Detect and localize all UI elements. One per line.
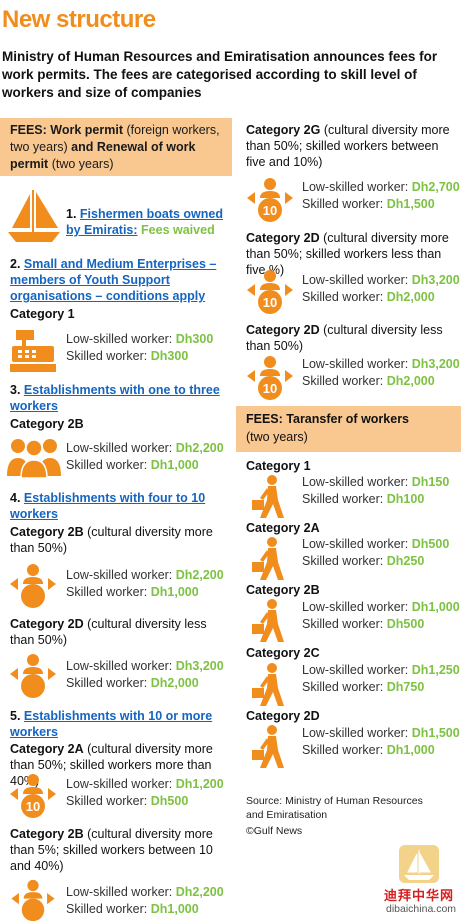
- fees-waived: Fees waived: [141, 223, 215, 237]
- section-3-link[interactable]: Establishments with one to three workers: [10, 383, 220, 413]
- transfer-fees-sub: (two years): [246, 430, 308, 444]
- section-2: 2. Small and Medium Enterprises – member…: [10, 257, 217, 303]
- watermark-url: dibaichina.com: [386, 903, 457, 915]
- fees-box: [0, 118, 232, 176]
- category-label: Category 2A: [246, 521, 320, 535]
- fee-low: Low-skilled worker: Dh1,200: [66, 777, 224, 791]
- fee-skilled: Skilled worker: Dh750: [302, 680, 425, 694]
- fee-skilled: Skilled worker: Dh1,500: [302, 197, 435, 211]
- section-4-link[interactable]: Establishments with four to 10 workers: [10, 491, 206, 521]
- category-label: Category 2D: [246, 709, 320, 723]
- fee-low: Low-skilled worker: Dh3,200: [302, 357, 460, 371]
- category-label: Category 2B: [246, 583, 320, 597]
- people-ten-icon: 10: [247, 270, 293, 314]
- sailboat-icon: [8, 190, 60, 242]
- fee-low: Low-skilled worker: Dh1,250: [302, 663, 460, 677]
- page-title: New structure: [2, 6, 156, 33]
- walking-worker-icon: [252, 537, 284, 580]
- section-1: 1. Fishermen boats owned by Emiratis: Fe…: [66, 207, 224, 237]
- fee-skilled: Skilled worker: Dh1,000: [302, 743, 435, 757]
- people-ten-icon: 10: [10, 774, 56, 818]
- section-2-link[interactable]: Small and Medium Enterprises – members o…: [10, 257, 217, 303]
- svg-text:10: 10: [263, 381, 277, 396]
- section-5-link[interactable]: Establishments with 10 or more workers: [10, 709, 213, 739]
- section-3: 3. Establishments with one to three work…: [10, 383, 220, 413]
- category-label: Category 1: [246, 459, 311, 473]
- fee-skilled: Skilled worker: Dh300: [66, 349, 189, 363]
- walking-worker-icon: [252, 599, 284, 642]
- transfer-fees-box: [236, 406, 461, 452]
- svg-text:10: 10: [263, 295, 277, 310]
- svg-text:10: 10: [263, 203, 277, 218]
- watermark-cn: 迪拜中华网: [384, 888, 455, 903]
- fee-skilled: Skilled worker: Dh100: [302, 492, 425, 506]
- source-note: Source: Ministry of Human Resources and …: [246, 795, 423, 821]
- people-ten-icon: [11, 879, 55, 922]
- fee-low: Low-skilled worker: Dh500: [302, 537, 450, 551]
- transfer-fees-title: FEES: Taransfer of workers: [246, 412, 410, 426]
- cash-register-icon: [10, 330, 56, 372]
- fee-low: Low-skilled worker: Dh3,200: [66, 659, 224, 673]
- fee-low: Low-skilled worker: Dh1,000: [302, 600, 460, 614]
- fee-low: Low-skilled worker: Dh2,200: [66, 568, 224, 582]
- fee-skilled: Skilled worker: Dh1,000: [66, 458, 199, 472]
- credit: ©Gulf News: [246, 825, 303, 837]
- walking-worker-icon: [252, 663, 284, 706]
- category-desc: Category 2B (cultural diversity more tha…: [10, 525, 213, 555]
- people-ten-icon: 10: [247, 178, 293, 222]
- section-4: 4. Establishments with four to 10 worker…: [10, 491, 206, 521]
- fee-low: Low-skilled worker: Dh2,200: [66, 441, 224, 455]
- category-desc: Category 2D (cultural diversity less tha…: [246, 323, 443, 353]
- category-label: Category 2B: [10, 417, 84, 431]
- fee-skilled: Skilled worker: Dh2,000: [302, 374, 435, 388]
- walking-worker-icon: [252, 475, 284, 518]
- people-group-icon: [7, 439, 61, 479]
- subtitle: Ministry of Human Resources and Emiratis…: [2, 49, 438, 100]
- fee-skilled: Skilled worker: Dh1,000: [66, 902, 199, 916]
- fee-skilled: Skilled worker: Dh1,000: [66, 585, 199, 599]
- category-label: Category 1: [10, 307, 75, 321]
- walking-worker-icon: [252, 725, 284, 768]
- fee-skilled: Skilled worker: Dh500: [302, 617, 425, 631]
- category-desc: Category 2G (cultural diversity more tha…: [246, 123, 450, 169]
- people-ten-icon: [10, 654, 56, 698]
- category-desc: Category 2B (cultural diversity more tha…: [10, 827, 213, 873]
- category-desc: Category 2D (cultural diversity less tha…: [10, 617, 207, 647]
- fee-skilled: Skilled worker: Dh250: [302, 554, 425, 568]
- fee-low: Low-skilled worker: Dh1,500: [302, 726, 460, 740]
- fee-low: Low-skilled worker: Dh300: [66, 332, 214, 346]
- people-ten-icon: 10: [247, 356, 293, 400]
- category-label: Category 2C: [246, 646, 320, 660]
- fee-low: Low-skilled worker: Dh2,700: [302, 180, 460, 194]
- section-5: 5. Establishments with 10 or more worker…: [10, 709, 213, 739]
- fee-low: Low-skilled worker: Dh2,200: [66, 885, 224, 899]
- fee-skilled: Skilled worker: Dh500: [66, 794, 189, 808]
- fee-skilled: Skilled worker: Dh2,000: [302, 290, 435, 304]
- svg-text:10: 10: [26, 799, 40, 814]
- fee-low: Low-skilled worker: Dh3,200: [302, 273, 460, 287]
- fee-low: Low-skilled worker: Dh150: [302, 475, 450, 489]
- watermark-logo-icon: [399, 845, 439, 883]
- fees-box-text: FEES: Work permit (foreign workers, two …: [10, 123, 220, 171]
- section-1-link[interactable]: Fishermen boats owned by Emiratis:: [66, 207, 224, 237]
- people-ten-icon: [10, 564, 56, 608]
- fee-skilled: Skilled worker: Dh2,000: [66, 676, 199, 690]
